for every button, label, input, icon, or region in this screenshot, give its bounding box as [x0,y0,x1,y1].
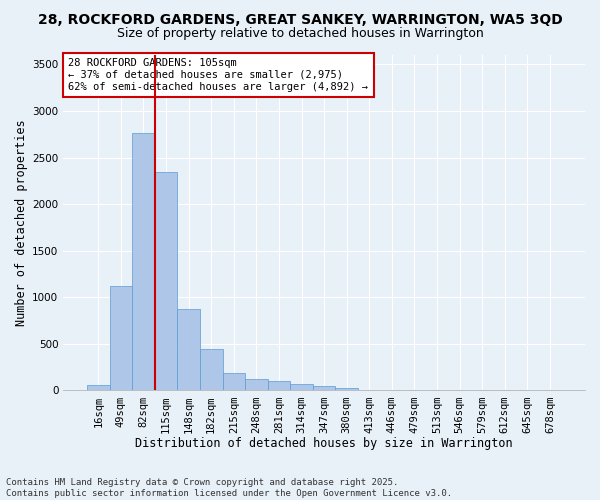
Bar [200,350,223,391]
Y-axis label: Number of detached properties: Number of detached properties [15,120,28,326]
Bar [245,380,268,390]
Bar [268,380,290,390]
Bar [223,373,245,390]
Bar [155,172,178,390]
Bar [132,134,155,390]
Bar [313,386,335,390]
Text: Contains HM Land Registry data © Crown copyright and database right 2025.
Contai: Contains HM Land Registry data © Crown c… [6,478,452,498]
Text: 28 ROCKFORD GARDENS: 105sqm
← 37% of detached houses are smaller (2,975)
62% of : 28 ROCKFORD GARDENS: 105sqm ← 37% of det… [68,58,368,92]
Bar [178,310,200,390]
Text: Size of property relative to detached houses in Warrington: Size of property relative to detached ho… [116,28,484,40]
Text: 28, ROCKFORD GARDENS, GREAT SANKEY, WARRINGTON, WA5 3QD: 28, ROCKFORD GARDENS, GREAT SANKEY, WARR… [38,12,562,26]
Bar [110,286,132,391]
Bar [335,388,358,390]
Bar [87,386,110,390]
X-axis label: Distribution of detached houses by size in Warrington: Distribution of detached houses by size … [136,437,513,450]
Bar [290,384,313,390]
